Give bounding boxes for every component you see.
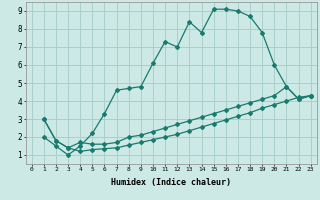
X-axis label: Humidex (Indice chaleur): Humidex (Indice chaleur) (111, 178, 231, 187)
